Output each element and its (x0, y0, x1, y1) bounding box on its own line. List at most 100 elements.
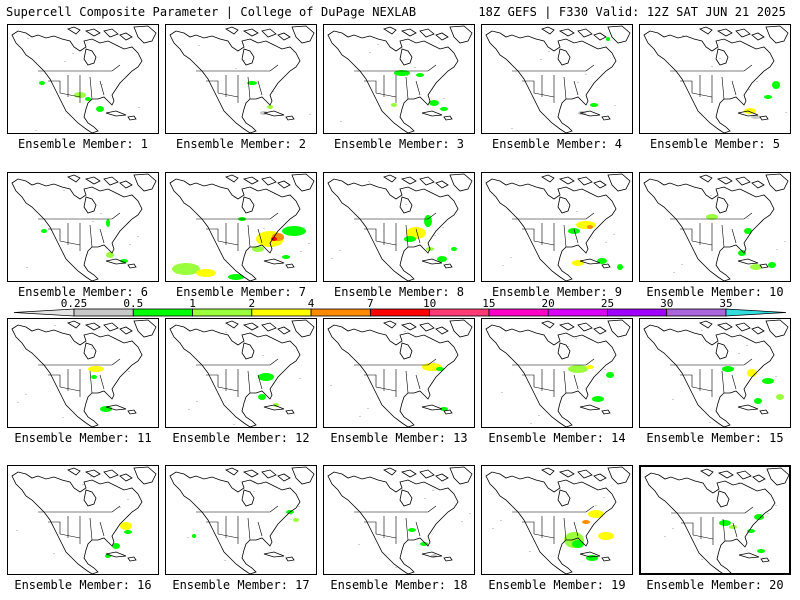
scp-contour (440, 407, 448, 411)
scp-contour (85, 97, 91, 101)
noise-mark (377, 44, 379, 45)
ensemble-map-16 (7, 465, 159, 575)
coastline (643, 324, 775, 427)
noise-mark (577, 82, 579, 83)
scp-contour (436, 367, 444, 371)
map-9 (485, 173, 631, 281)
coastline (443, 263, 453, 269)
coastline (593, 326, 607, 335)
coastline (285, 115, 295, 121)
coastline (133, 466, 157, 485)
coastline (735, 322, 751, 332)
noise-mark (776, 249, 778, 250)
noise-mark (548, 51, 550, 52)
coastline (169, 30, 301, 133)
panel-label-18: Ensemble Member: 18 (330, 578, 468, 592)
coastline (261, 322, 277, 332)
boundary-line (206, 374, 219, 387)
boundary-line (206, 228, 219, 241)
coastline (715, 48, 729, 66)
noise-mark (128, 371, 130, 372)
noise-mark (17, 402, 19, 403)
map-5 (643, 25, 789, 133)
noise-mark (224, 560, 226, 561)
coastline (752, 474, 766, 483)
noise-mark (298, 506, 300, 507)
noise-mark (198, 45, 200, 46)
boundary-line (680, 80, 693, 93)
coastline (643, 178, 775, 281)
scp-contour (406, 227, 426, 239)
noise-mark (331, 258, 333, 259)
boundary-line (743, 64, 753, 72)
scp-contour (719, 520, 731, 526)
boundary-line (533, 92, 555, 98)
boundary-line (89, 76, 93, 100)
coastline (400, 322, 417, 331)
coastline (127, 556, 137, 562)
scp-contour (228, 274, 244, 280)
noise-mark (672, 528, 674, 529)
coastline (133, 173, 157, 192)
colorbar-segment (251, 308, 312, 317)
coastline (541, 320, 555, 329)
colorbar-segment (73, 308, 134, 317)
colorbar-tick-label: 25 (600, 297, 615, 310)
coastline (577, 322, 593, 332)
ensemble-map-3 (323, 24, 475, 134)
colorbar-tick-label: 35 (719, 297, 733, 310)
noise-mark (404, 331, 406, 332)
coastline (11, 30, 143, 133)
coastline (577, 176, 593, 186)
coastline (449, 466, 473, 485)
ensemble-map-9 (481, 172, 633, 282)
coastline (67, 320, 81, 329)
coastline (759, 263, 769, 269)
coastline (557, 489, 571, 507)
coastline (119, 180, 133, 189)
map-7 (169, 173, 315, 281)
scp-contour (572, 540, 584, 548)
coastline (169, 324, 301, 427)
coastline (127, 409, 137, 415)
boundary-line (59, 533, 81, 539)
coastline (11, 471, 143, 574)
scp-contour (124, 530, 132, 534)
boundary-line (522, 521, 535, 534)
map-13 (327, 319, 473, 427)
coastline (601, 556, 611, 562)
noise-mark (188, 409, 190, 410)
coastline (558, 176, 575, 185)
panel-label-16: Ensemble Member: 16 (14, 578, 152, 592)
ensemble-map-13 (323, 318, 475, 428)
boundary-line (257, 80, 263, 96)
map-8 (327, 173, 473, 281)
noise-mark (701, 330, 703, 331)
noise-mark (530, 423, 532, 424)
noise-mark (406, 75, 408, 76)
boundary-line (364, 374, 377, 387)
coastline (261, 28, 277, 38)
coastline (558, 322, 575, 331)
noise-mark (605, 242, 607, 243)
coastline (579, 404, 601, 411)
coastline (327, 30, 459, 133)
coastline (242, 28, 259, 37)
scp-contour (258, 394, 266, 400)
noise-mark (64, 61, 66, 62)
boundary-line (731, 80, 737, 96)
noise-mark (72, 53, 74, 54)
map-14 (485, 319, 631, 427)
scp-contour (293, 518, 299, 522)
noise-mark (681, 264, 683, 265)
scp-contour (431, 554, 437, 558)
coastline (716, 176, 733, 185)
scp-contour (258, 373, 274, 381)
colorbar-segment (607, 308, 668, 317)
noise-mark (566, 474, 568, 475)
coastline (737, 404, 759, 411)
boundary-line (48, 80, 61, 93)
noise-mark (54, 325, 56, 326)
coastline (435, 32, 449, 41)
noise-mark (233, 424, 235, 425)
